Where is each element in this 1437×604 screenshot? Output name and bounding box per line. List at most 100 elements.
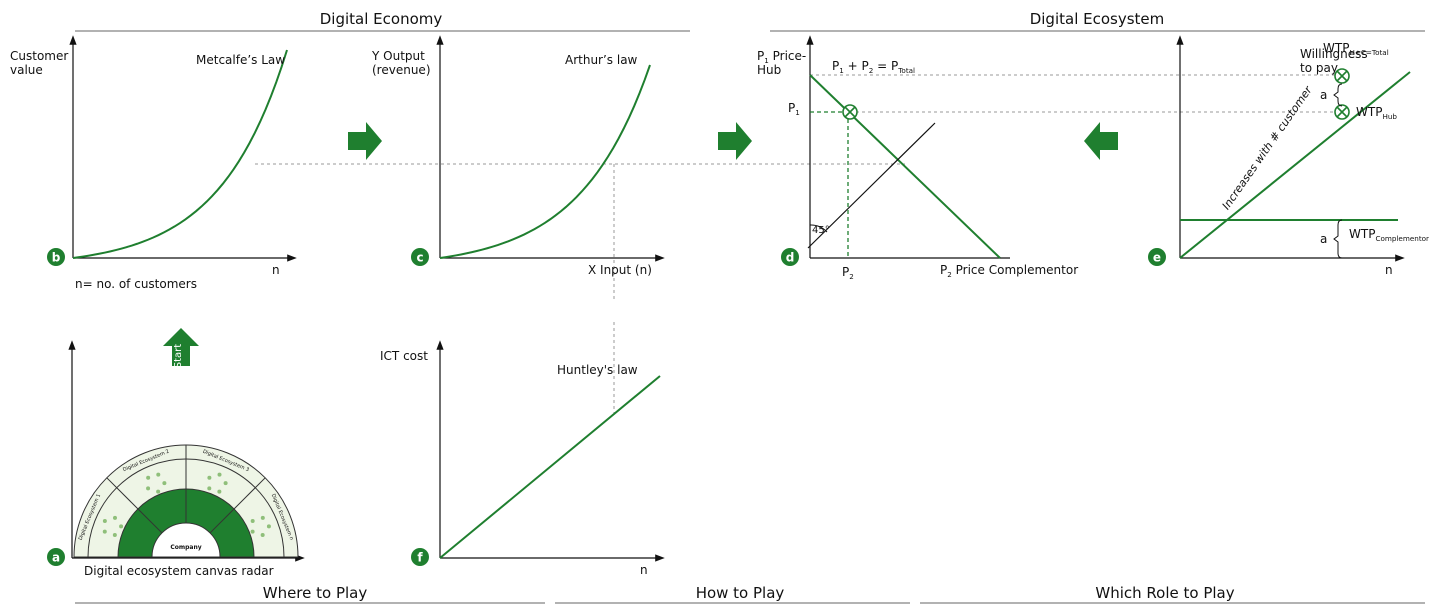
axis-label-part: Price Complementor <box>952 263 1078 277</box>
axis-label: to pay <box>1300 61 1338 75</box>
section-title: Which Role to Play <box>1095 584 1234 602</box>
wtp-label-part: WTP <box>1323 41 1349 55</box>
panel-badge <box>1148 248 1166 266</box>
network-node <box>266 524 271 529</box>
axis-label-sub: 1 <box>764 56 769 65</box>
wtp-label-part: WTP <box>1356 105 1382 119</box>
network-node <box>112 532 117 537</box>
gap-label: a <box>1320 232 1327 246</box>
wtp-label-part: WTP <box>1349 227 1375 241</box>
tick-label: P1​ <box>788 101 800 117</box>
flow-arrow <box>1084 122 1118 160</box>
tick-label: P2​ <box>842 265 854 281</box>
equation-label-sub: 1 <box>839 66 844 75</box>
brace <box>1333 219 1343 259</box>
panel-badge-label: d <box>786 251 795 265</box>
section-title: Digital Ecosystem <box>1030 10 1165 28</box>
note: n= no. of customers <box>75 277 197 291</box>
guide-line <box>810 74 1342 113</box>
tick-label-part: P <box>842 265 849 279</box>
angle-arc <box>809 224 828 233</box>
axis-label: value <box>10 63 43 77</box>
crossing-marker <box>1336 106 1348 118</box>
radar-spoke <box>106 477 163 534</box>
axis-label: Willingness <box>1300 47 1368 61</box>
tick-label-part: P <box>788 101 795 115</box>
axis-label: P2​ Price Complementor <box>940 263 1078 279</box>
section-title: How to Play <box>696 584 785 602</box>
tick-label-sub: 1 <box>795 108 800 117</box>
curve-label: Huntley's law <box>557 363 638 377</box>
axis-label: P1​ Price- <box>757 49 806 65</box>
caption: Digital ecosystem canvas radar <box>84 564 274 578</box>
equation-label: P1​ + P2​ = PTotal​ <box>832 59 915 75</box>
axis-label-sub: 2 <box>947 270 952 279</box>
panel-badge <box>47 548 65 566</box>
network-node <box>146 475 151 480</box>
axis-label-part: P <box>940 263 947 277</box>
curve-label: Arthur’s law <box>565 53 638 67</box>
panel-badge <box>781 248 799 266</box>
panel-badge <box>411 548 429 566</box>
network-node <box>102 529 107 534</box>
panel-badge <box>411 248 429 266</box>
curve <box>72 49 288 259</box>
axis-label: Y Output <box>371 49 425 63</box>
axis-label: ICT cost <box>380 349 428 363</box>
equation-label-sub: Total <box>897 66 915 75</box>
network-node <box>207 475 212 480</box>
cost-line <box>439 375 661 559</box>
diagonal-line <box>807 122 936 249</box>
gap-label: a <box>1320 88 1327 102</box>
axis-label-part: Price- <box>769 49 806 63</box>
panel-badge-label: b <box>52 251 61 265</box>
angle-label: 45° <box>812 225 830 236</box>
wtp-label-sub: Complementor <box>1375 234 1429 243</box>
equation-label-part: P <box>832 59 839 73</box>
wtp-label: WTPComplementor​ <box>1349 227 1429 243</box>
network-node <box>119 524 124 529</box>
panel-badge-label: e <box>1153 251 1161 265</box>
center-label: Company <box>170 544 201 551</box>
axis-label-part: P <box>757 49 764 63</box>
section-title: Digital Economy <box>320 10 443 28</box>
crossing-marker <box>1336 70 1348 82</box>
wtp-label: WTPH+C=Total​ <box>1323 41 1389 57</box>
axis-label: X Input (n) <box>588 263 652 277</box>
network-node <box>250 529 255 534</box>
equation-label-part: = P <box>873 59 898 73</box>
axis-label: Hub <box>757 63 781 77</box>
crossing-marker <box>844 106 856 118</box>
axis-label: n <box>272 263 280 277</box>
panel-badge-label: c <box>416 251 423 265</box>
network-node <box>102 519 107 524</box>
wtp-label-sub: Hub <box>1382 112 1397 121</box>
network-node <box>156 489 161 494</box>
flow-arrow <box>348 122 382 160</box>
network-node <box>260 515 265 520</box>
wtp-label: WTPHub​ <box>1356 105 1397 121</box>
network-node <box>217 489 222 494</box>
equation-label-part: + P <box>844 59 869 73</box>
equation-label-sub: 2 <box>869 66 874 75</box>
demand-line <box>809 74 1001 259</box>
network-node <box>260 532 265 537</box>
network-node <box>250 519 255 524</box>
curve <box>439 64 651 259</box>
network-node <box>156 472 161 477</box>
network-node <box>217 472 222 477</box>
curve-label: Metcalfe’s Law <box>196 53 285 67</box>
brace <box>1333 83 1343 107</box>
network-node <box>162 481 167 486</box>
axis-label: n <box>1385 263 1393 277</box>
panel-badge <box>47 248 65 266</box>
line-label: Increases with # customer <box>1220 83 1316 212</box>
radar-center <box>151 522 221 558</box>
network-node <box>223 481 228 486</box>
axis-label-part: Hub <box>757 63 781 77</box>
radar-spoke <box>209 477 266 534</box>
axis-label: n <box>640 563 648 577</box>
p1-guide <box>810 111 849 258</box>
network-node <box>207 486 212 491</box>
